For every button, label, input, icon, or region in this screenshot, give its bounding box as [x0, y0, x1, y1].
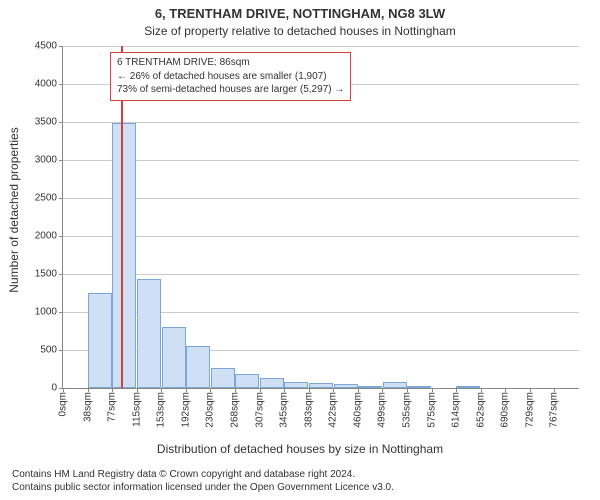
y-tick-mark	[59, 160, 63, 161]
histogram-bar	[383, 382, 407, 388]
gridline-h	[63, 46, 579, 47]
y-tick-label: 3500	[35, 117, 57, 128]
y-tick-label: 0	[51, 383, 57, 394]
histogram-bar	[137, 279, 161, 388]
x-tick-label: 690sqm	[500, 392, 511, 428]
gridline-h	[63, 236, 579, 237]
y-tick-mark	[59, 236, 63, 237]
footer-line-2: Contains public sector information licen…	[12, 481, 394, 494]
x-axis-label: Distribution of detached houses by size …	[0, 442, 600, 456]
y-tick-label: 2000	[35, 231, 57, 242]
gridline-h	[63, 122, 579, 123]
y-tick-mark	[59, 122, 63, 123]
x-tick-label: 767sqm	[549, 392, 560, 428]
y-tick-label: 2500	[35, 193, 57, 204]
y-tick-mark	[59, 46, 63, 47]
y-tick-label: 4500	[35, 41, 57, 52]
x-tick-label: 383sqm	[303, 392, 314, 428]
x-tick-label: 192sqm	[180, 392, 191, 428]
histogram-bar	[235, 374, 259, 388]
y-tick-label: 1000	[35, 307, 57, 318]
histogram-bar	[456, 386, 480, 388]
y-tick-mark	[59, 198, 63, 199]
footer-line-1: Contains HM Land Registry data © Crown c…	[12, 468, 394, 481]
x-tick-label: 460sqm	[352, 392, 363, 428]
x-tick-label: 77sqm	[107, 392, 118, 422]
histogram-bar	[211, 368, 235, 388]
x-tick-label: 614sqm	[451, 392, 462, 428]
y-tick-label: 4000	[35, 79, 57, 90]
y-tick-mark	[59, 274, 63, 275]
x-tick-label: 422sqm	[328, 392, 339, 428]
y-axis-label: Number of detached properties	[7, 127, 21, 292]
x-tick-label: 575sqm	[426, 392, 437, 428]
y-tick-mark	[59, 350, 63, 351]
gridline-h	[63, 160, 579, 161]
histogram-bar	[260, 378, 284, 388]
marker-annotation: 6 TRENTHAM DRIVE: 86sqm ← 26% of detache…	[110, 52, 351, 101]
histogram-bar	[358, 386, 382, 388]
x-tick-label: 499sqm	[377, 392, 388, 428]
x-tick-label: 153sqm	[156, 392, 167, 428]
x-tick-label: 0sqm	[58, 392, 69, 416]
y-tick-label: 1500	[35, 269, 57, 280]
annotation-line-1: 6 TRENTHAM DRIVE: 86sqm	[117, 56, 344, 70]
y-tick-label: 3000	[35, 155, 57, 166]
histogram-bar	[407, 386, 431, 388]
x-tick-label: 230sqm	[205, 392, 216, 428]
y-tick-label: 500	[40, 345, 57, 356]
gridline-h	[63, 198, 579, 199]
x-tick-label: 307sqm	[254, 392, 265, 428]
page-subtitle: Size of property relative to detached ho…	[0, 24, 600, 38]
histogram-bar	[112, 123, 136, 388]
footer-attribution: Contains HM Land Registry data © Crown c…	[12, 468, 394, 494]
histogram-bar	[162, 327, 186, 388]
histogram-bar	[284, 382, 308, 388]
annotation-line-2: ← 26% of detached houses are smaller (1,…	[117, 70, 344, 84]
histogram-bar	[309, 383, 333, 388]
x-tick-label: 38sqm	[82, 392, 93, 422]
y-tick-mark	[59, 312, 63, 313]
gridline-h	[63, 274, 579, 275]
histogram-bar	[88, 293, 112, 388]
histogram-bar	[334, 384, 358, 388]
x-tick-label: 345sqm	[279, 392, 290, 428]
x-tick-label: 115sqm	[131, 392, 142, 427]
x-tick-label: 268sqm	[230, 392, 241, 428]
annotation-line-3: 73% of semi-detached houses are larger (…	[117, 83, 344, 97]
histogram-bar	[186, 346, 210, 388]
x-tick-label: 535sqm	[402, 392, 413, 428]
x-tick-label: 729sqm	[524, 392, 535, 428]
y-tick-mark	[59, 84, 63, 85]
page-title: 6, TRENTHAM DRIVE, NOTTINGHAM, NG8 3LW	[0, 6, 600, 21]
x-tick-label: 652sqm	[475, 392, 486, 428]
